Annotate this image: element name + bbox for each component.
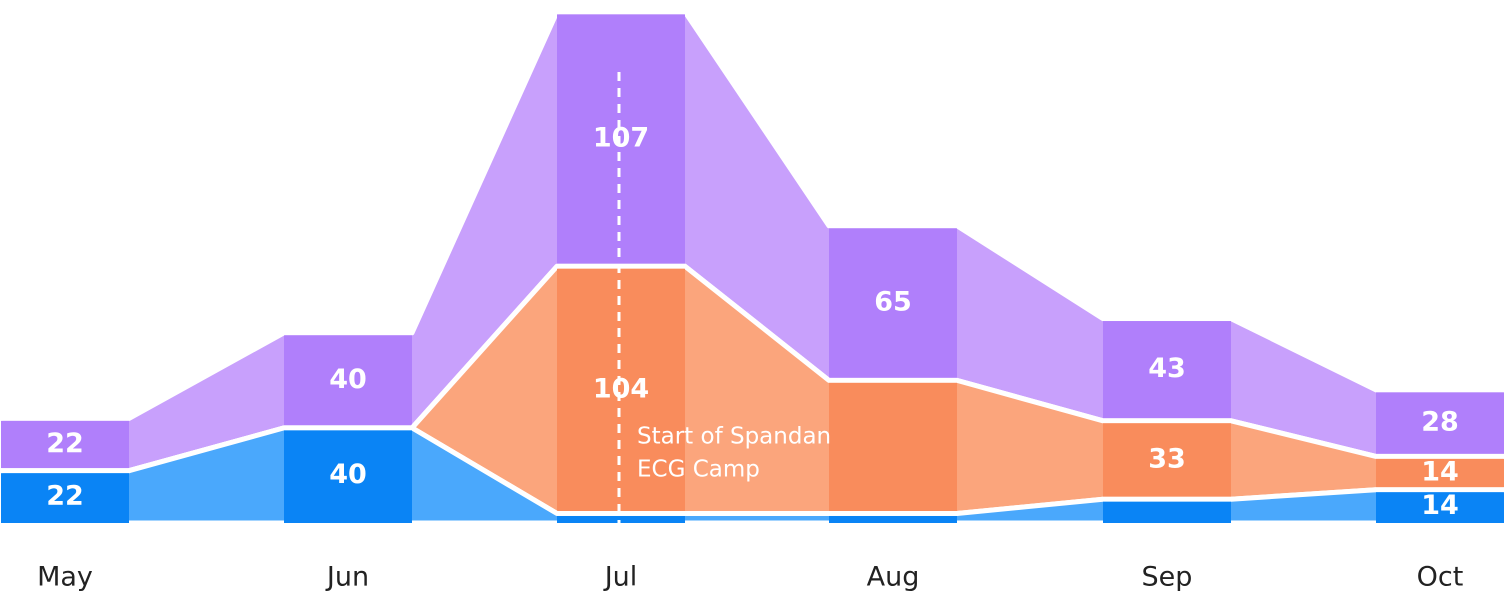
x-tick-label: Sep [1142, 562, 1193, 593]
annotation-text: Start of Spandan [637, 424, 831, 450]
x-tick-label: May [37, 562, 93, 593]
annotation-text: ECG Camp [637, 457, 760, 483]
x-tick-label: Jul [603, 562, 638, 593]
segment [1376, 458, 1504, 488]
data-label: 33 [1148, 444, 1186, 475]
data-label: 104 [593, 373, 649, 404]
x-tick-label: Oct [1417, 562, 1464, 593]
data-label: 65 [874, 287, 912, 318]
segment [1376, 392, 1504, 454]
segment [829, 515, 957, 523]
data-label: 107 [593, 123, 649, 154]
x-tick-label: Jun [325, 562, 369, 593]
data-label: 14 [1421, 490, 1459, 521]
data-label: 22 [46, 480, 84, 511]
segment [829, 228, 957, 378]
segment [1, 420, 129, 469]
segment [557, 14, 685, 264]
data-label: 40 [329, 364, 367, 395]
data-label: 40 [329, 459, 367, 490]
segment [284, 335, 412, 426]
segment [1103, 423, 1231, 497]
segment [829, 382, 957, 511]
segment [557, 515, 685, 523]
segment [1103, 501, 1231, 523]
segment [284, 430, 412, 523]
data-label: 22 [46, 428, 84, 459]
segment [1, 473, 129, 523]
segment [557, 268, 685, 511]
segment [1103, 321, 1231, 419]
data-label: 28 [1421, 407, 1459, 438]
x-tick-label: Aug [867, 562, 920, 593]
data-label: 43 [1148, 353, 1186, 384]
segment [1376, 492, 1504, 523]
data-label: 14 [1421, 457, 1459, 488]
